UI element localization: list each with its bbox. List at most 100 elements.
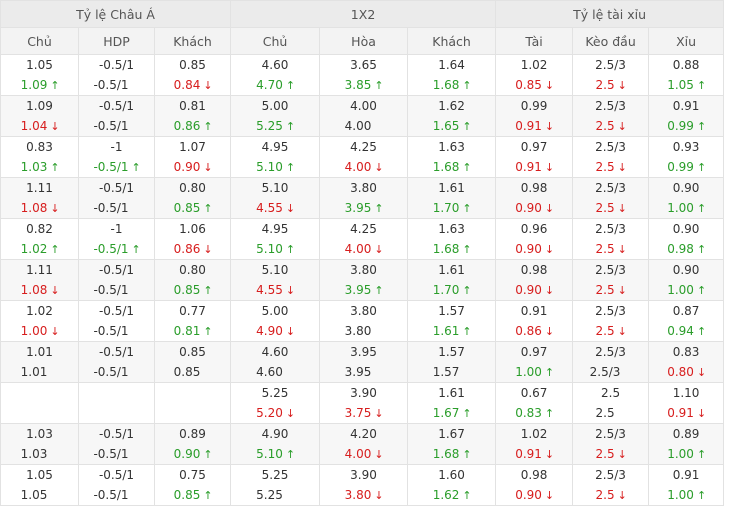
opening-odds-value: 2.5/3 xyxy=(595,304,626,318)
opening-odds-value xyxy=(79,383,154,403)
current-odds-line: 1.62 xyxy=(408,485,495,505)
odds-cell-asian-home: 1.05 1.05 xyxy=(0,464,79,506)
current-odds-value: 5.25 xyxy=(256,488,283,502)
arrow-up-icon xyxy=(286,445,294,465)
arrow-down-icon xyxy=(618,117,626,137)
opening-odds-value: 0.99 xyxy=(520,99,548,113)
current-odds-line: 1.57 xyxy=(408,362,495,382)
arrow-down-icon xyxy=(286,199,294,219)
odds-cell-ou-line: 2.5/3 2.5 xyxy=(572,464,650,506)
table-row[interactable]: 0.82 1.02 -1 -0.5/1 1.06 0.86 4.95 5.10 4.25 4.00… xyxy=(0,218,731,260)
opening-odds-value: 1.11 xyxy=(26,263,53,277)
current-odds-line: 2.5/3 xyxy=(573,362,648,382)
current-odds-value: 0.91 xyxy=(515,119,542,133)
table-row[interactable]: 1.02 1.00 -0.5/1 -0.5/1 0.77 0.81 5.00 4.90 3.80… xyxy=(0,300,731,342)
current-odds-value: 0.85 xyxy=(515,78,542,92)
odds-cell-ou-over: 0.99 0.91 xyxy=(495,95,574,137)
current-odds-value: -0.5/1 xyxy=(93,447,129,461)
odds-cell-asian-away: 0.89 0.90 xyxy=(153,423,232,465)
opening-odds-value: 0.91 xyxy=(672,99,700,113)
current-odds-value: 2.5 xyxy=(595,160,615,174)
odds-cell-1x2-away: 1.63 1.68 xyxy=(407,136,497,178)
odds-cell-ou-line: 2.5/3 2.5 xyxy=(572,95,650,137)
odds-cell-ou-under: 0.89 1.00 xyxy=(648,423,725,465)
current-odds-line: 1.65 xyxy=(408,116,495,136)
opening-odds-value: 1.02 xyxy=(26,304,53,318)
group-header-row: Tỷ lệ Châu Á 1X2 Tỷ lệ tài xỉu xyxy=(0,0,731,55)
odds-cell-ou-line: 2.5/3 2.5 xyxy=(572,218,650,260)
table-body: 1.05 1.09 -0.5/1 -0.5/1 0.85 0.84 4.60 4.70 3.65… xyxy=(0,54,731,506)
table-row[interactable]: 1.01 1.01 -0.5/1 -0.5/1 0.85 0.85 4.60 4.60 3.95… xyxy=(0,341,731,383)
arrow-up-icon xyxy=(286,117,294,137)
odds-cell-asian-away: 1.07 0.90 xyxy=(153,136,232,178)
opening-odds-value: 1.07 xyxy=(179,140,206,154)
arrow-down-icon xyxy=(545,240,553,260)
table-row[interactable]: 1.03 1.03 -0.5/1 -0.5/1 0.89 0.90 4.90 5.10 4.20… xyxy=(0,423,731,465)
current-odds-line: 1.68 xyxy=(408,444,495,464)
arrow-up-icon xyxy=(203,199,211,219)
opening-odds-value: 0.98 xyxy=(520,181,548,195)
odds-cell-ou-under: 0.83 0.80 xyxy=(648,341,725,383)
current-odds-value: 1.03 xyxy=(20,160,48,174)
table-row[interactable]: 1.11 1.08 -0.5/1 -0.5/1 0.80 0.85 5.10 4.55 3.80… xyxy=(0,177,731,219)
odds-cell-ou-over: 0.98 0.90 xyxy=(495,177,574,219)
opening-odds-value: 1.61 xyxy=(438,386,465,400)
column-header-ou-line: Kèo đầu xyxy=(572,27,650,55)
column-header-ou-over: Tài xyxy=(495,27,574,55)
current-odds-value: 1.08 xyxy=(20,201,48,215)
current-odds-line: 0.90 xyxy=(155,157,230,177)
opening-odds-value: -0.5/1 xyxy=(98,304,135,318)
current-odds-value: 1.01 xyxy=(20,365,48,379)
odds-cell-ou-over: 1.02 0.91 xyxy=(495,423,574,465)
current-odds-line: 4.55 xyxy=(231,280,319,300)
opening-odds-value: 2.5/3 xyxy=(595,345,626,359)
table-row[interactable]: 1.11 1.08 -0.5/1 -0.5/1 0.80 0.85 5.10 4.55 3.80… xyxy=(0,259,731,301)
arrow-down-icon xyxy=(545,486,553,506)
table-row[interactable]: 5.255.203.903.751.611.670.670.832.52.51.… xyxy=(0,382,731,424)
current-odds-line: 2.5 xyxy=(573,444,648,464)
arrow-up-icon xyxy=(462,240,470,260)
current-odds-line: 1.02 xyxy=(1,239,78,259)
current-odds-value: 1.02 xyxy=(20,242,48,256)
odds-cell-asian-hdp: -0.5/1 -0.5/1 xyxy=(78,423,155,465)
odds-cell-1x2-home: 5.25 5.20 xyxy=(230,382,321,424)
current-odds-value: 0.86 xyxy=(515,324,542,338)
current-odds-value: 1.00 xyxy=(667,201,694,215)
odds-cell-asian-hdp: -1 -0.5/1 xyxy=(78,218,155,260)
table-row[interactable]: 1.09 1.04 -0.5/1 -0.5/1 0.81 0.86 5.00 5.25 4.00… xyxy=(0,95,731,137)
current-odds-value: 0.91 xyxy=(515,160,542,174)
current-odds-value: 0.94 xyxy=(667,324,694,338)
odds-cell-ou-line: 2.5/3 2.5 xyxy=(572,423,650,465)
current-odds-line: 1.68 xyxy=(408,239,495,259)
odds-cell-ou-under: 0.90 1.00 xyxy=(648,259,725,301)
current-odds-line: 2.5 xyxy=(573,157,648,177)
odds-cell-asian-home: 1.03 1.03 xyxy=(0,423,79,465)
odds-cell-1x2-draw: 4.00 4.00 xyxy=(319,95,409,137)
current-odds-value: 2.5 xyxy=(595,119,615,133)
table-edge xyxy=(723,300,731,342)
opening-odds-value: 2.5/3 xyxy=(595,99,626,113)
table-edge xyxy=(723,0,731,55)
current-odds-line: 1.01 xyxy=(1,362,78,382)
current-odds-line: 0.90 xyxy=(155,444,230,464)
odds-cell-asian-hdp: -1 -0.5/1 xyxy=(78,136,155,178)
current-odds-value: 5.25 xyxy=(256,119,283,133)
odds-cell-1x2-away: 1.57 1.61 xyxy=(407,300,497,342)
arrow-down-icon xyxy=(374,445,382,465)
table-row[interactable]: 0.83 1.03 -1 -0.5/1 1.07 0.90 4.95 5.10 4.25 4.00… xyxy=(0,136,731,178)
table-row[interactable]: 1.05 1.05 -0.5/1 -0.5/1 0.75 0.85 5.25 5.25 3.90… xyxy=(0,464,731,506)
current-odds-line: 2.5 xyxy=(573,485,648,505)
opening-odds-value: 2.5/3 xyxy=(595,263,626,277)
table-row[interactable]: 1.05 1.09 -0.5/1 -0.5/1 0.85 0.84 4.60 4.70 3.65… xyxy=(0,54,731,96)
odds-cell-asian-home: 0.83 1.03 xyxy=(0,136,79,178)
table-edge xyxy=(723,218,731,260)
current-odds-line: 1.68 xyxy=(408,75,495,95)
arrow-up-icon xyxy=(462,158,470,178)
current-odds-value: 1.68 xyxy=(432,242,460,256)
odds-cell-1x2-home: 5.25 5.25 xyxy=(230,464,321,506)
opening-odds-value: 0.93 xyxy=(672,140,700,154)
odds-cell-1x2-away: 1.61 1.70 xyxy=(407,259,497,301)
odds-cell-1x2-home: 4.60 4.70 xyxy=(230,54,321,96)
current-odds-value: 3.95 xyxy=(344,201,372,215)
odds-cell-asian-away: 0.75 0.85 xyxy=(153,464,232,506)
